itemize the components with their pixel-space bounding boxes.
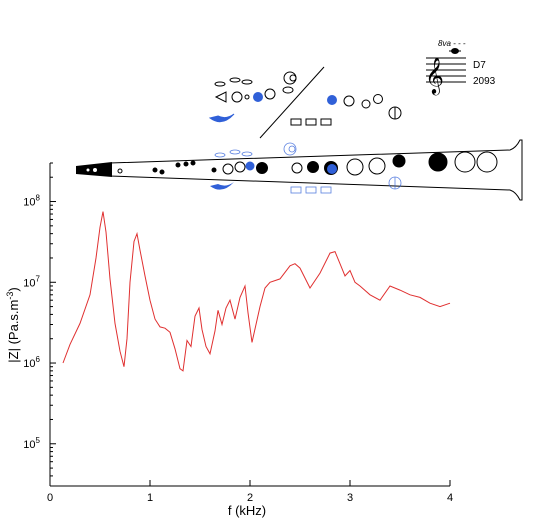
key-icon	[241, 79, 253, 85]
clarinet-diagram	[76, 139, 523, 201]
y-axis-label: |Z| (Pa.s.m-3)	[5, 287, 21, 362]
key-icon	[343, 95, 355, 107]
x-tick-label: 2	[247, 492, 253, 504]
y-tick-label: 105	[23, 436, 40, 451]
key-icon	[208, 113, 235, 123]
key-icon	[264, 88, 276, 100]
treble-clef-icon: 𝄞	[425, 57, 444, 95]
key-icon	[361, 99, 371, 109]
y-tick-label: 108	[23, 194, 40, 209]
key-icon	[229, 77, 241, 83]
y-tick-label: 106	[23, 355, 40, 370]
music-notation: 8va - - - 𝄞 D7 2093	[425, 39, 496, 95]
octave-mark: 8va - - -	[438, 39, 466, 48]
key-icon	[320, 118, 332, 126]
key-icon	[289, 74, 297, 82]
divider-line	[259, 66, 325, 139]
note-frequency: 2093	[473, 76, 496, 87]
x-tick-label: 0	[47, 492, 53, 504]
plot-series	[62, 211, 451, 372]
x-axis-ticks: 0 1 2 3 4	[47, 480, 453, 504]
fingering-chart	[208, 66, 402, 139]
key-icon	[253, 92, 263, 102]
x-tick-label: 4	[447, 492, 453, 504]
key-icon	[231, 91, 243, 103]
note-name: D7	[473, 60, 486, 71]
y-axis-ticks: 105 106 107 108	[23, 162, 56, 487]
key-icon	[305, 118, 317, 126]
key-icon	[373, 94, 383, 104]
key-icon	[327, 95, 337, 105]
x-tick-label: 3	[347, 492, 353, 504]
x-tick-label: 1	[147, 492, 153, 504]
key-icon	[214, 91, 227, 103]
key-icon	[290, 118, 302, 126]
x-axis-label: f (kHz)	[228, 503, 266, 518]
key-icon	[214, 81, 226, 87]
y-tick-label: 107	[23, 274, 40, 289]
key-icon	[244, 94, 250, 100]
impedance-series-line	[62, 211, 451, 372]
key-icon	[282, 86, 294, 94]
